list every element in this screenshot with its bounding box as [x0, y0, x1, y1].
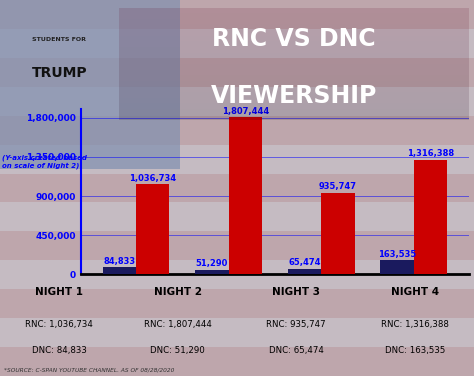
Bar [0, 202, 474, 231]
Bar [381, 260, 414, 274]
Bar [118, 103, 469, 109]
Text: RNC: 1,316,388: RNC: 1,316,388 [381, 320, 449, 329]
Text: DNC: 65,474: DNC: 65,474 [269, 346, 324, 355]
Bar [118, 19, 469, 24]
Bar [118, 47, 469, 53]
Bar [0, 87, 474, 116]
Bar [118, 36, 469, 41]
Text: NIGHT 3: NIGHT 3 [272, 287, 320, 297]
Bar [0, 174, 474, 202]
Bar [195, 270, 228, 274]
Bar [0, 231, 474, 260]
Bar [118, 64, 469, 70]
Text: 163,535: 163,535 [378, 250, 416, 259]
Text: STUDENTS FOR: STUDENTS FOR [32, 36, 86, 42]
Bar [0, 0, 474, 29]
Bar [118, 75, 469, 81]
Bar [288, 269, 321, 274]
Bar [414, 160, 447, 274]
Text: 65,474: 65,474 [288, 258, 321, 267]
Text: *SOURCE: C-SPAN YOUTUBE CHANNEL. AS OF 08/28/2020: *SOURCE: C-SPAN YOUTUBE CHANNEL. AS OF 0… [3, 368, 174, 373]
Bar [118, 81, 469, 86]
Text: (Y-axis created based
on scale of Night 2): (Y-axis created based on scale of Night … [2, 155, 87, 169]
Bar [0, 260, 474, 289]
Bar [118, 115, 469, 120]
Bar [0, 58, 474, 87]
Bar [118, 53, 469, 58]
Bar [118, 13, 469, 19]
Bar [118, 98, 469, 103]
Bar [118, 58, 469, 64]
Text: TRUMP: TRUMP [31, 66, 87, 80]
Text: NIGHT 2: NIGHT 2 [154, 287, 202, 297]
Bar [118, 92, 469, 98]
Text: NIGHT 1: NIGHT 1 [35, 287, 83, 297]
Bar [118, 70, 469, 75]
Text: RNC: 1,036,734: RNC: 1,036,734 [25, 320, 93, 329]
Bar [136, 184, 169, 274]
Text: VIEWERSHIP: VIEWERSHIP [210, 83, 377, 108]
Bar [0, 116, 474, 145]
Text: 84,833: 84,833 [103, 256, 136, 265]
Text: 1,807,444: 1,807,444 [222, 106, 269, 115]
Text: DNC: 84,833: DNC: 84,833 [32, 346, 87, 355]
Text: RNC: 1,807,444: RNC: 1,807,444 [144, 320, 212, 329]
Bar [0, 347, 474, 376]
Text: DNC: 163,535: DNC: 163,535 [384, 346, 445, 355]
Bar [0, 318, 474, 347]
Text: 935,747: 935,747 [319, 182, 357, 191]
Bar [0, 29, 474, 58]
Text: 1,036,734: 1,036,734 [129, 174, 176, 183]
Text: NIGHT 4: NIGHT 4 [391, 287, 439, 297]
Text: RNC VS DNC: RNC VS DNC [212, 27, 376, 51]
Bar [118, 109, 469, 115]
Text: DNC: 51,290: DNC: 51,290 [150, 346, 205, 355]
Bar [118, 41, 469, 47]
Bar [0, 145, 474, 174]
Bar [118, 30, 469, 36]
Bar [118, 8, 469, 13]
Bar [103, 267, 136, 274]
Bar [118, 24, 469, 30]
Text: RNC: 935,747: RNC: 935,747 [266, 320, 326, 329]
Text: 51,290: 51,290 [196, 259, 228, 268]
Bar [321, 193, 355, 274]
Bar [228, 117, 262, 274]
Bar [0, 0, 180, 169]
Text: 1,316,388: 1,316,388 [407, 149, 454, 158]
Bar [0, 289, 474, 318]
Bar [118, 86, 469, 92]
